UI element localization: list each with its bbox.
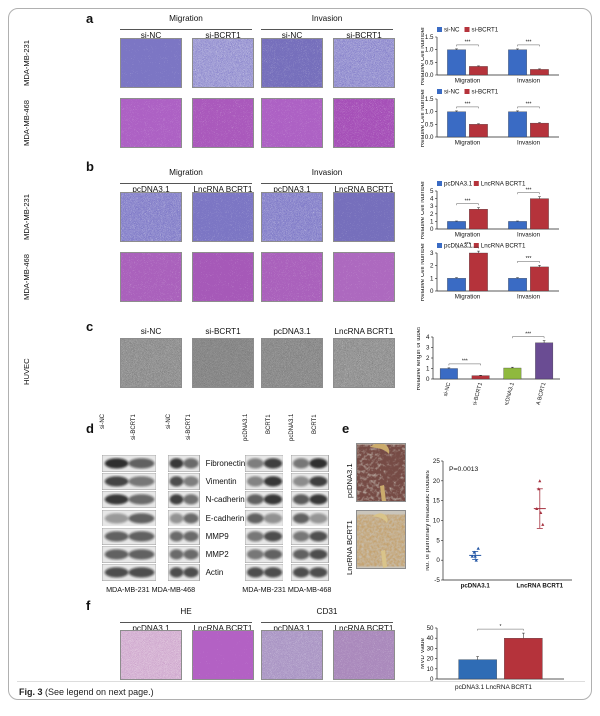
svg-text:Relative Cell Number: Relative Cell Number xyxy=(421,27,426,85)
svg-text:40: 40 xyxy=(427,635,434,642)
svg-text:pcDNA3.1: pcDNA3.1 xyxy=(461,583,491,590)
svg-text:2: 2 xyxy=(426,355,430,362)
svg-text:pcDNA3.1: pcDNA3.1 xyxy=(503,382,515,405)
svg-text:Migration: Migration xyxy=(455,294,481,301)
svg-text:1: 1 xyxy=(430,275,434,282)
svg-text:0.5: 0.5 xyxy=(425,59,434,66)
svg-text:3: 3 xyxy=(430,203,434,210)
svg-text:***: *** xyxy=(526,256,532,262)
svg-text:LncRNA BCRT1: LncRNA BCRT1 xyxy=(531,382,547,405)
svg-text:***: *** xyxy=(465,40,471,46)
svg-text:***: *** xyxy=(465,242,471,248)
svg-text:1: 1 xyxy=(426,366,430,373)
svg-text:si-BCRT1: si-BCRT1 xyxy=(472,27,499,34)
svg-text:No. of pulmonary metastatic no: No. of pulmonary metastatic nodules xyxy=(426,470,431,570)
svg-text:5: 5 xyxy=(430,188,434,195)
svg-text:***: *** xyxy=(526,102,532,108)
svg-text:0: 0 xyxy=(430,226,434,233)
svg-text:***: *** xyxy=(462,359,468,365)
svg-text:Invasion: Invasion xyxy=(517,140,541,147)
svg-text:Relative Cell Number: Relative Cell Number xyxy=(421,181,426,239)
svg-text:1.0: 1.0 xyxy=(425,109,434,116)
svg-text:0.0: 0.0 xyxy=(425,134,434,141)
svg-text:-5: -5 xyxy=(434,577,440,584)
svg-text:5: 5 xyxy=(436,537,440,544)
svg-text:Migration: Migration xyxy=(455,78,481,85)
svg-text:Migration: Migration xyxy=(455,140,481,147)
svg-text:1.5: 1.5 xyxy=(425,96,434,103)
svg-text:Relative Cell Number: Relative Cell Number xyxy=(421,243,426,301)
svg-text:50: 50 xyxy=(427,625,434,632)
svg-text:***: *** xyxy=(525,332,531,338)
svg-text:***: *** xyxy=(526,188,532,194)
svg-text:0: 0 xyxy=(426,376,430,383)
svg-text:30: 30 xyxy=(427,645,434,652)
svg-text:20: 20 xyxy=(427,656,434,663)
svg-text:pcDNA3.1: pcDNA3.1 xyxy=(444,181,473,188)
svg-text:0.5: 0.5 xyxy=(425,121,434,128)
svg-text:***: *** xyxy=(526,40,532,46)
svg-text:0: 0 xyxy=(436,557,440,564)
svg-text:MVD Value: MVD Value xyxy=(421,638,426,669)
svg-text:***: *** xyxy=(465,102,471,108)
svg-text:Migration: Migration xyxy=(455,232,481,239)
svg-text:0.0: 0.0 xyxy=(425,72,434,79)
svg-text:Relative Cell Number: Relative Cell Number xyxy=(421,89,426,147)
svg-text:3: 3 xyxy=(430,250,434,257)
svg-text:3: 3 xyxy=(426,345,430,352)
svg-text:1: 1 xyxy=(430,218,434,225)
svg-text:0: 0 xyxy=(430,288,434,295)
svg-text:1.5: 1.5 xyxy=(425,34,434,41)
svg-text:si-BCRT1: si-BCRT1 xyxy=(472,89,499,96)
svg-text:10: 10 xyxy=(427,666,434,673)
svg-text:*: * xyxy=(500,624,502,630)
svg-text:si-NC: si-NC xyxy=(444,27,460,34)
svg-text:20: 20 xyxy=(433,478,440,485)
svg-text:LncRNA BCRT1: LncRNA BCRT1 xyxy=(481,181,526,188)
svg-text:Invasion: Invasion xyxy=(517,294,541,301)
svg-text:15: 15 xyxy=(433,498,440,505)
svg-text:si-BCRT1: si-BCRT1 xyxy=(472,382,484,405)
svg-text:2: 2 xyxy=(430,263,434,270)
svg-text:LncRNA BCRT1: LncRNA BCRT1 xyxy=(517,583,564,590)
svg-text:si-NC: si-NC xyxy=(443,382,452,397)
svg-text:si-NC: si-NC xyxy=(444,89,460,96)
svg-text:4: 4 xyxy=(430,196,434,203)
svg-text:4: 4 xyxy=(426,334,430,341)
svg-text:1.0: 1.0 xyxy=(425,47,434,54)
svg-text:2: 2 xyxy=(430,211,434,218)
svg-text:Relative length of tubes: Relative length of tubes xyxy=(417,327,422,390)
svg-text:25: 25 xyxy=(433,458,440,465)
svg-text:LncRNA BCRT1: LncRNA BCRT1 xyxy=(481,243,526,250)
svg-text:10: 10 xyxy=(433,518,440,525)
svg-text:P=0.0013: P=0.0013 xyxy=(449,466,479,473)
svg-text:Invasion: Invasion xyxy=(517,232,541,239)
svg-text:Invasion: Invasion xyxy=(517,78,541,85)
svg-text:***: *** xyxy=(465,199,471,205)
